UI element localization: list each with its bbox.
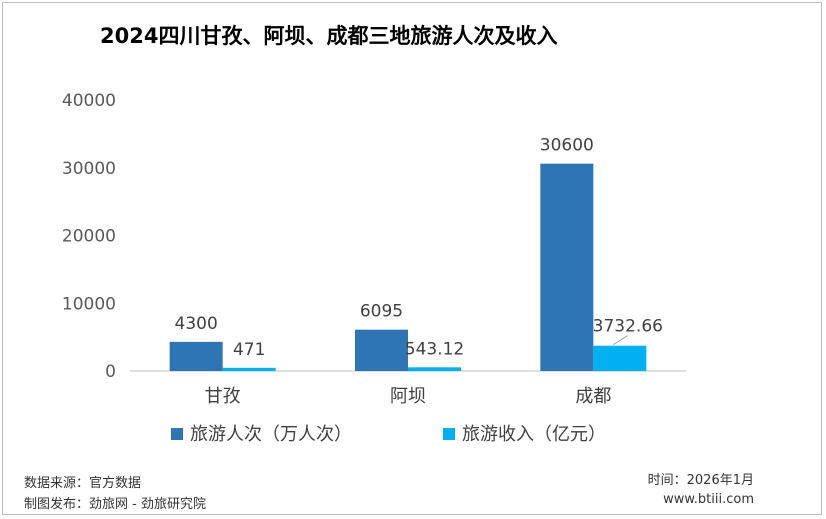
y-tick-label: 0 (105, 362, 116, 382)
data-label: 3732.66 (593, 317, 663, 337)
y-tick-label: 20000 (62, 227, 116, 247)
legend-label: 旅游人次（万人次） (190, 424, 352, 445)
data-label: 471 (233, 340, 265, 360)
bar-revenue (222, 367, 276, 371)
legend-swatch (443, 428, 455, 440)
y-tick-label: 30000 (62, 159, 116, 179)
y-tick-label: 40000 (62, 91, 116, 111)
website: www.btiii.com (663, 492, 754, 507)
data-label: 4300 (175, 314, 218, 334)
data-label: 6095 (360, 302, 403, 322)
legend-label: 旅游收入（亿元） (462, 424, 606, 445)
data-source: 数据来源：官方数据 (24, 476, 142, 491)
bar-revenue (593, 345, 647, 371)
bar-revenue (408, 367, 461, 371)
chart-producer: 制图发布：劲旅网 - 劲旅研究院 (24, 497, 206, 512)
bar-visitors (169, 341, 223, 371)
bar-visitors (355, 329, 408, 371)
publish-time: 时间：2026年1月 (647, 473, 754, 488)
chart-title: 2024四川甘孜、阿坝、成都三地旅游人次及收入 (100, 24, 558, 48)
x-category-label: 成都 (575, 386, 611, 407)
data-label: 30600 (540, 136, 594, 156)
x-category-label: 阿坝 (390, 386, 426, 407)
data-label: 543.12 (405, 339, 464, 359)
y-tick-label: 10000 (62, 294, 116, 314)
legend-swatch (171, 428, 183, 440)
data-label-leader-line (613, 335, 628, 346)
x-category-label: 甘孜 (205, 386, 241, 407)
bar-visitors (540, 163, 594, 371)
